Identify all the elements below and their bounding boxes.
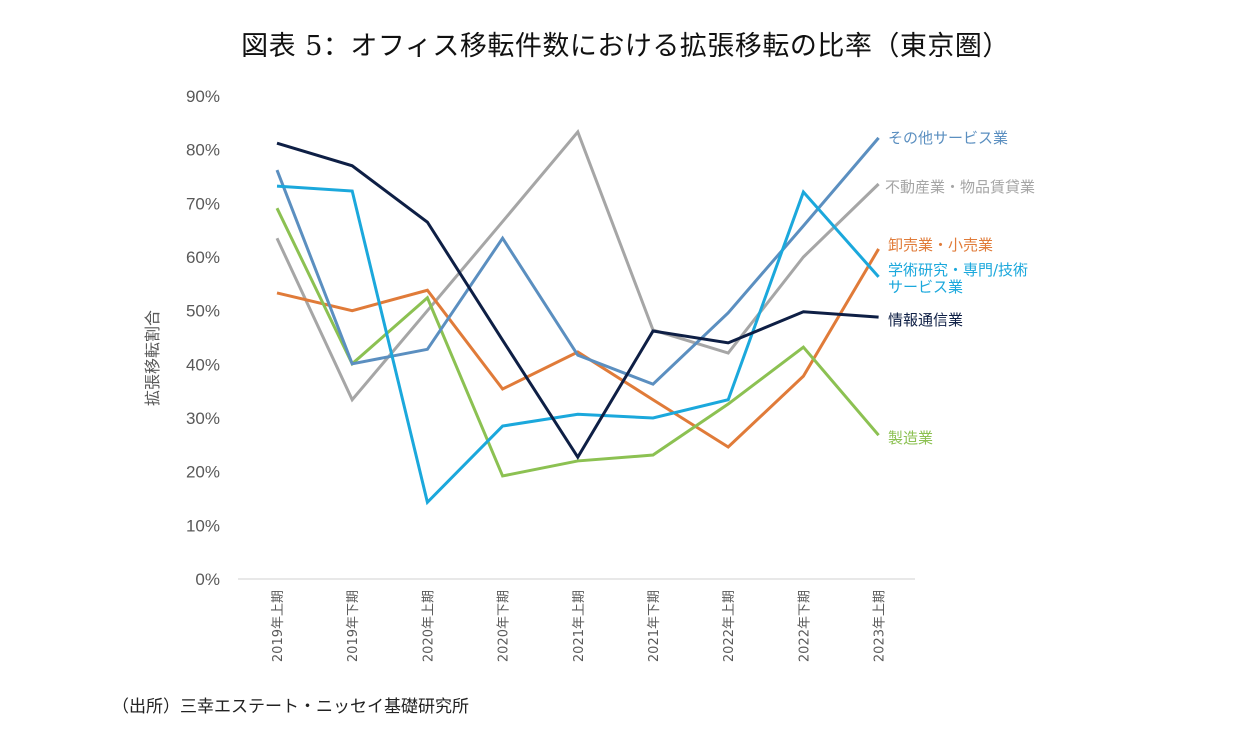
x-tick-label: 2021年上期 [572, 590, 587, 662]
series-line [275, 136, 880, 386]
x-axis-ticks: 2019年上期 2019年下期 2020年上期 2020年下期 2021年上期 2021年… [271, 590, 888, 662]
x-tick-label: 2019年上期 [271, 590, 286, 662]
series-label: 製造業 [888, 429, 933, 447]
series-label-line: サービス業 [888, 278, 963, 296]
y-tick-label: 40% [186, 355, 220, 374]
y-axis-ticks: 0% 10% 20% 30% 40% 50% 60% 70% 80% 90% [186, 87, 220, 589]
y-tick-label: 20% [186, 463, 220, 482]
y-tick-label: 60% [186, 248, 220, 267]
series-line [276, 248, 880, 449]
y-axis-label: 拡張移転割合 [143, 310, 162, 406]
series-labels: その他サービス業不動産業・物品賃貸業卸売業・小売業学術研究・専門/技術サービス業… [885, 129, 1035, 447]
series-label: 学術研究・専門/技術サービス業 [888, 261, 1028, 296]
x-tick-label: 2020年上期 [421, 590, 436, 662]
x-tick-label: 2022年下期 [797, 590, 812, 662]
y-tick-label: 30% [186, 409, 220, 428]
series-line [275, 129, 880, 403]
x-tick-label: 2022年上期 [722, 590, 737, 662]
series-label: 卸売業・小売業 [888, 236, 993, 254]
x-tick-label: 2019年下期 [346, 590, 361, 662]
x-tick-label: 2020年下期 [497, 590, 512, 662]
y-tick-label: 10% [186, 516, 220, 535]
x-tick-label: 2023年上期 [873, 590, 888, 662]
source-note: （出所）三幸エステート・ニッセイ基礎研究所 [112, 697, 469, 717]
series-lines [275, 129, 880, 506]
series-label: 不動産業・物品賃貸業 [885, 178, 1035, 196]
y-tick-label: 70% [186, 194, 220, 213]
y-tick-label: 0% [195, 570, 220, 589]
series-line [276, 141, 879, 461]
series-label: その他サービス業 [888, 129, 1008, 147]
y-tick-label: 90% [186, 87, 220, 106]
series-label-line: 学術研究・専門/技術 [888, 261, 1028, 279]
series-label: 情報通信業 [888, 311, 963, 329]
y-tick-label: 50% [186, 302, 220, 321]
chart-title: 図表 5：オフィス移転件数における拡張移転の比率（東京圏） [241, 31, 1010, 62]
series-line [276, 184, 880, 506]
y-tick-label: 80% [186, 141, 220, 160]
x-tick-label: 2021年下期 [647, 590, 662, 662]
series-line [275, 207, 880, 478]
